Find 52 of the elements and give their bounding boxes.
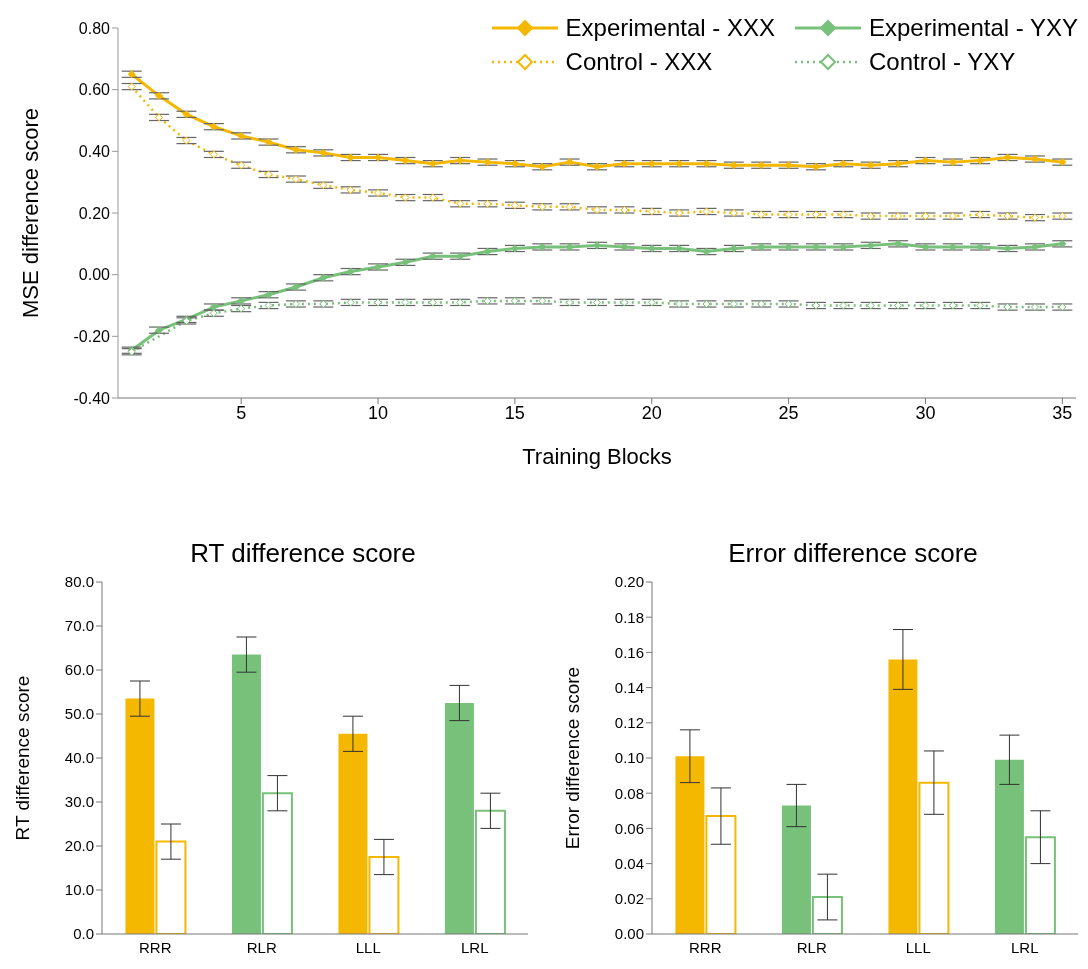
y-tick-label: 0.00: [614, 925, 644, 943]
y-tick-label: -0.40: [73, 389, 111, 407]
y-tick-label: 0.08: [614, 784, 644, 802]
x-tick-label: 30: [915, 402, 936, 423]
x-tick-label: RRR: [689, 938, 722, 956]
x-tick-label: RLR: [246, 938, 277, 956]
y-tick-label: 0.20: [614, 573, 644, 591]
y-tick-label: 60.0: [64, 661, 94, 679]
x-tick-label: LLL: [355, 938, 381, 956]
y-tick-label: 0.02: [614, 890, 644, 908]
x-tick-label: 35: [1052, 402, 1073, 423]
y-tick-label: 40.0: [64, 749, 94, 767]
y-tick-label: 0.16: [614, 643, 644, 661]
x-tick-label: 5: [236, 402, 247, 423]
x-axis-title: Training Blocks: [522, 444, 672, 469]
y-tick-label: 0.10: [614, 749, 644, 767]
y-tick-label: 0.40: [78, 143, 111, 161]
y-axis-title: Error difference score: [561, 666, 583, 850]
y-tick-label: 0.12: [614, 714, 644, 732]
x-tick-label: RLR: [796, 938, 827, 956]
y-axis-title: RT difference score: [11, 675, 33, 841]
x-tick-label: 20: [641, 402, 662, 423]
legend-label: Experimental - YXY: [869, 14, 1078, 42]
y-tick-label: 0.06: [614, 819, 644, 837]
y-tick-label: 0.60: [78, 81, 111, 99]
chart-title: RT difference score: [190, 538, 416, 568]
y-tick-label: 0.00: [78, 266, 111, 284]
y-tick-label: 10.0: [64, 881, 94, 899]
y-tick-label: 30.0: [64, 793, 94, 811]
chart-title: Error difference score: [728, 538, 978, 568]
y-tick-label: 0.14: [614, 678, 644, 696]
y-tick-label: 0.18: [614, 608, 644, 626]
y-tick-label: -0.20: [73, 328, 111, 346]
y-tick-label: 70.0: [64, 617, 94, 635]
y-tick-label: 50.0: [64, 705, 94, 723]
x-tick-label: 10: [368, 402, 389, 423]
legend-label: Control - XXX: [565, 48, 713, 76]
y-tick-label: 0.20: [78, 204, 111, 222]
y-tick-label: 0.80: [78, 19, 111, 37]
legend-label: Experimental - XXX: [565, 14, 776, 42]
x-tick-label: RRR: [139, 938, 172, 956]
legend-label: Control - YXY: [869, 48, 1016, 76]
x-tick-label: 25: [778, 402, 799, 423]
y-axis-title: MSE difference score: [17, 108, 43, 318]
x-tick-label: LRL: [460, 938, 489, 956]
x-tick-label: LLL: [905, 938, 931, 956]
x-tick-label: LRL: [1010, 938, 1039, 956]
y-tick-label: 80.0: [64, 573, 94, 591]
y-tick-label: 0.0: [73, 925, 94, 943]
y-tick-label: 20.0: [64, 837, 94, 855]
x-tick-label: 15: [504, 402, 525, 423]
y-tick-label: 0.04: [614, 854, 644, 872]
